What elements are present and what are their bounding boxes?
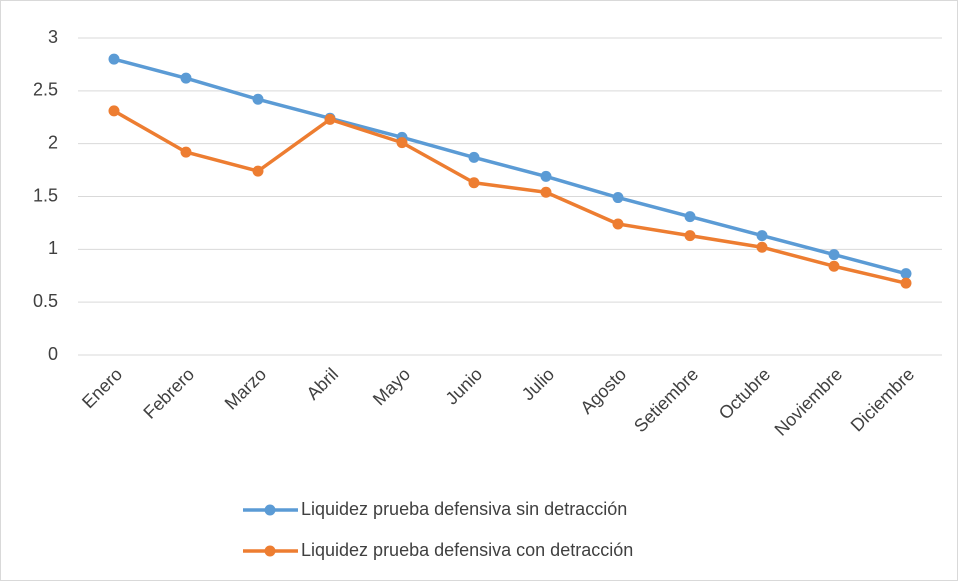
data-point <box>252 165 264 177</box>
data-point <box>612 192 624 204</box>
series-line <box>113 109 907 285</box>
legend-marker <box>264 504 276 516</box>
data-point <box>684 230 696 242</box>
data-point <box>828 260 840 272</box>
y-tick-label: 1.5 <box>33 185 58 205</box>
legend-label: Liquidez prueba defensiva con detracción <box>301 540 633 560</box>
data-point <box>180 146 192 158</box>
data-point <box>756 230 768 242</box>
y-tick-label: 0 <box>48 344 58 364</box>
y-tick-label: 2 <box>48 132 58 152</box>
data-point <box>900 268 912 280</box>
legend-marker <box>264 545 276 557</box>
data-point <box>180 72 192 84</box>
data-point <box>540 170 552 182</box>
data-point <box>252 93 264 105</box>
data-point <box>108 105 120 117</box>
data-point <box>900 277 912 289</box>
data-point <box>324 113 336 125</box>
data-point <box>756 241 768 253</box>
y-tick-label: 3 <box>48 27 58 47</box>
data-point <box>684 211 696 223</box>
data-point <box>108 53 120 65</box>
data-point <box>540 186 552 198</box>
data-point <box>468 177 480 189</box>
y-tick-label: 2.5 <box>33 80 58 100</box>
series-line <box>113 57 907 276</box>
legend-label: Liquidez prueba defensiva sin detracción <box>301 499 627 519</box>
y-tick-label: 0.5 <box>33 291 58 311</box>
data-point <box>468 151 480 163</box>
y-tick-label: 1 <box>48 238 58 258</box>
data-point <box>396 137 408 149</box>
data-point <box>612 218 624 230</box>
data-point <box>828 249 840 261</box>
